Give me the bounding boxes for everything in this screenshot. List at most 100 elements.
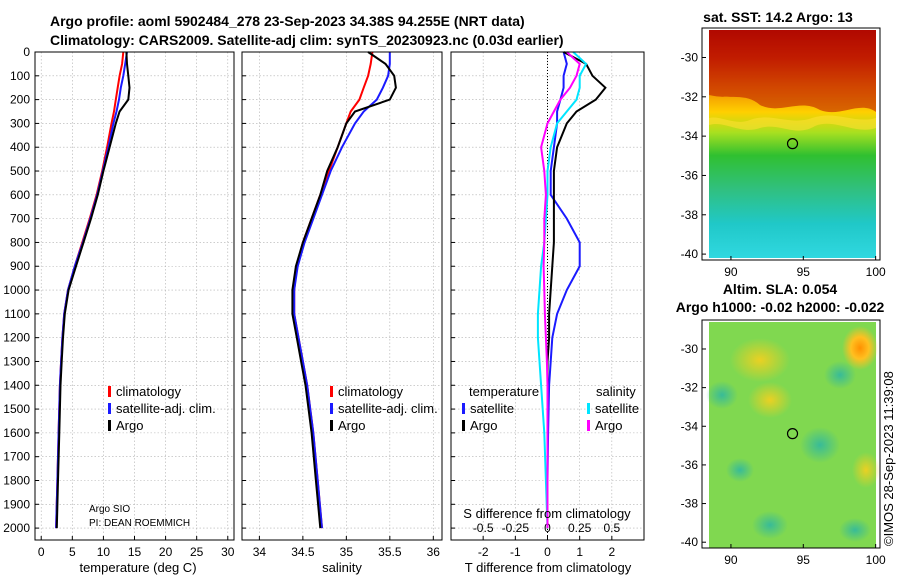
plot-frame — [34, 51, 235, 541]
x-top-tick-label: -0.5 — [473, 521, 494, 535]
legend-t-satellite: satellite — [470, 401, 514, 416]
sst-map-axes: 90 95 100 -30 -32 -34 -36 -38 -40 — [681, 27, 886, 279]
sla-low-blob — [839, 518, 871, 542]
y-tick-label: 1000 — [3, 283, 30, 297]
y-tick-label: -30 — [681, 50, 699, 64]
y-tick-label: -34 — [681, 129, 699, 143]
sla-map-title-1: Altim. SLA: 0.054 — [723, 281, 838, 297]
plot-frame — [241, 51, 443, 541]
x-tick-label: 1 — [576, 545, 583, 559]
sla-high-blob — [842, 326, 878, 370]
x-tick-label: 10 — [97, 545, 111, 559]
y-tick-label: 2000 — [3, 521, 30, 535]
y-tick-label: 1200 — [3, 331, 30, 345]
series-line-t-satellite — [546, 51, 581, 529]
x-tick-label: 35 — [340, 545, 354, 559]
series-line-s-argo — [540, 51, 581, 529]
y-tick-label: -38 — [681, 497, 699, 511]
y-tick-label: 600 — [10, 188, 30, 202]
y-tick-label: 1600 — [3, 426, 30, 440]
y-tick-label: 700 — [10, 212, 30, 226]
y-tick-label: 400 — [10, 140, 30, 154]
legend-salinity-title: salinity — [596, 384, 636, 399]
map-frame — [701, 319, 881, 549]
legend-swatch-t-satellite — [462, 403, 465, 414]
legend-argo: Argo — [338, 418, 365, 433]
x-tick-label: 100 — [866, 265, 886, 279]
y-tick-label: 1700 — [3, 450, 30, 464]
y-tick-label: -36 — [681, 458, 699, 472]
x-tick-label: 15 — [128, 545, 142, 559]
y-tick-label: 1500 — [3, 402, 30, 416]
legend-temperature-title: temperature — [469, 384, 539, 399]
x-tick-label: 25 — [190, 545, 204, 559]
x-tick-label: 5 — [69, 545, 76, 559]
x-top-tick-label: 0.5 — [603, 521, 620, 535]
sla-low-blob — [706, 381, 738, 409]
salinity-legend: climatology satellite-adj. clim. Argo — [330, 384, 438, 433]
legend-swatch-s-satellite — [587, 403, 590, 414]
x-tick-label: 20 — [159, 545, 173, 559]
sla-high-blob — [748, 382, 792, 418]
sla-low-blob — [752, 511, 788, 539]
title-line-2: Climatology: CARS2009. Satellite-adj cli… — [50, 32, 564, 48]
y-tick-label: -34 — [681, 419, 699, 433]
difference-top-xlabel: S difference from climatology — [463, 506, 631, 521]
difference-legend: temperature salinity satellite Argo sate… — [462, 384, 639, 433]
y-tick-label: -38 — [681, 208, 699, 222]
sst-front — [709, 115, 876, 131]
series-line-satellite-adj-clim- — [293, 52, 391, 529]
x-tick-label: 34.5 — [291, 545, 315, 559]
legend-t-argo: Argo — [470, 418, 497, 433]
x-tick-label: 90 — [724, 553, 738, 567]
x-tick-label: 0 — [544, 545, 551, 559]
x-tick-label: 100 — [866, 553, 886, 567]
plot-frame — [450, 51, 645, 541]
sla-low-blob — [726, 458, 754, 482]
legend-s-satellite: satellite — [595, 401, 639, 416]
legend-swatch-climatology — [108, 386, 111, 397]
x-tick-label: 2 — [608, 545, 615, 559]
argo-position-marker — [786, 428, 799, 440]
imos-stamp: ©IMOS 28-Sep-2023 11:39:08 — [881, 371, 896, 546]
sst-map — [709, 30, 876, 258]
y-tick-label: 800 — [10, 235, 30, 249]
x-tick-label: 95 — [797, 265, 811, 279]
legend-climatology: climatology — [338, 384, 404, 399]
y-tick-label: 100 — [10, 69, 30, 83]
sst-warm-region — [709, 30, 876, 113]
y-tick-label: -40 — [681, 535, 699, 549]
legend-swatch-argo — [330, 420, 333, 431]
map-frame — [701, 27, 881, 261]
x-tick-label: 90 — [724, 265, 738, 279]
legend-climatology: climatology — [116, 384, 182, 399]
legend-swatch-climatology — [330, 386, 333, 397]
series-line-argo — [291, 51, 397, 529]
legend-swatch-sat-adj — [108, 403, 111, 414]
sst-map-title: sat. SST: 14.2 Argo: 13 — [703, 9, 853, 25]
series-line-s-satellite — [536, 51, 588, 529]
temperature-panel: 0 5 10 15 20 25 300100200300400500600700800900… — [3, 45, 234, 559]
sla-high-blob — [852, 452, 880, 488]
y-tick-label: 1900 — [3, 497, 30, 511]
annotation-institution: Argo SIO — [89, 504, 130, 515]
temperature-legend: climatology satellite-adj. clim. Argo — [108, 384, 216, 433]
y-tick-label: -30 — [681, 342, 699, 356]
salinity-xlabel: salinity — [322, 560, 362, 575]
y-tick-label: -32 — [681, 90, 699, 104]
x-top-tick-label: -0.25 — [502, 521, 530, 535]
salinity-panel: 34 34.5 35 35.5 36 — [241, 51, 443, 559]
x-top-tick-label: 0.25 — [568, 521, 592, 535]
x-tick-label: 95 — [797, 553, 811, 567]
sla-map-axes: 90 95 100 -30 -32 -34 -36 -38 -40 — [681, 319, 886, 567]
y-tick-label: 200 — [10, 93, 30, 107]
argo-position-marker — [786, 138, 799, 150]
legend-sat-adj: satellite-adj. clim. — [116, 401, 216, 416]
y-tick-label: 1800 — [3, 473, 30, 487]
temperature-xlabel: temperature (deg C) — [79, 560, 196, 575]
x-tick-label: 0 — [38, 545, 45, 559]
x-tick-label: -1 — [510, 545, 521, 559]
y-tick-label: 300 — [10, 116, 30, 130]
difference-panel: -2 -1 0 1 2-0.5 -0.25 0 0.25 0.5 — [450, 51, 645, 559]
legend-sat-adj: satellite-adj. clim. — [338, 401, 438, 416]
